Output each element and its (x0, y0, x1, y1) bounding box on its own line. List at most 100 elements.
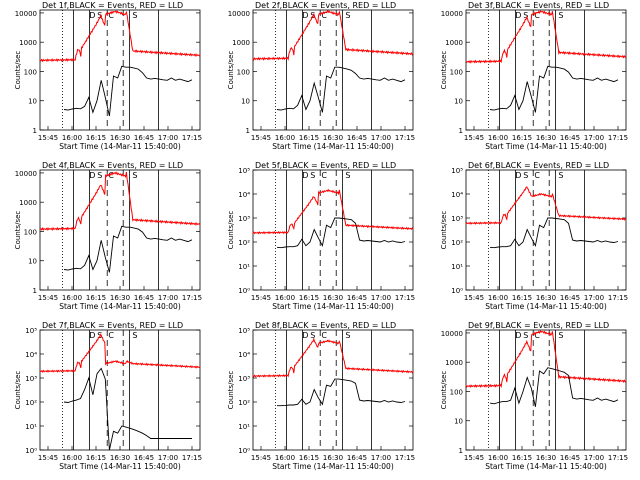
y-tick-label: 10⁰ (238, 287, 250, 295)
plot-frame (39, 329, 201, 451)
x-tick-label: 15:45 (38, 294, 58, 302)
marker-label: S (345, 171, 350, 180)
marker-label: S (558, 171, 563, 180)
y-tick-label: 10² (238, 239, 250, 247)
y-tick-label: 10000 (441, 330, 463, 338)
plot-frame (252, 329, 414, 451)
plot-frame (252, 9, 414, 131)
y-tick-label: 10 (454, 418, 463, 426)
y-tick-label: 1 (246, 127, 250, 135)
x-tick-label: 16:45 (560, 454, 580, 462)
y-tick-label: 10⁰ (238, 447, 250, 455)
marker-label: C (321, 171, 327, 180)
marker-label: S (132, 11, 137, 20)
y-tick-label: 10³ (238, 215, 250, 223)
panel-title: Det 9f,BLACK = Events, RED = LLD (468, 321, 609, 330)
y-axis-label: Counts/sec (227, 211, 235, 250)
marker-label: C (534, 11, 540, 20)
y-tick-label: 10000 (15, 10, 37, 18)
x-tick-label: 15:45 (251, 294, 271, 302)
x-tick-label: 16:30 (536, 454, 556, 462)
x-tick-label: 17:15 (395, 134, 415, 142)
marker-label: D (89, 11, 95, 20)
marker-label: S (558, 331, 563, 340)
plot-frame (252, 169, 414, 291)
y-axis-label: Counts/sec (440, 211, 448, 250)
lld-series (39, 9, 201, 63)
marker-label: S (97, 171, 102, 180)
y-tick-label: 10⁵ (25, 327, 37, 335)
y-tick-label: 10⁰ (25, 447, 37, 455)
marker-label: C (534, 171, 540, 180)
x-tick-label: 16:15 (512, 294, 532, 302)
events-series (63, 65, 193, 117)
marker-label: S (523, 331, 528, 340)
events-series (489, 217, 619, 249)
x-tick-label: 15:45 (464, 454, 484, 462)
y-tick-label: 10 (28, 98, 37, 106)
y-tick-label: 100 (24, 68, 37, 76)
marker-label: S (132, 331, 137, 340)
events-series (276, 66, 406, 113)
x-tick-label: 15:45 (464, 294, 484, 302)
y-tick-label: 1 (459, 127, 463, 135)
x-tick-label: 17:00 (158, 134, 178, 142)
x-tick-label: 16:30 (323, 454, 343, 462)
plot-frame (465, 169, 627, 291)
x-tick-label: 16:30 (323, 134, 343, 142)
x-tick-label: 16:15 (86, 454, 106, 462)
marker-label: S (132, 171, 137, 180)
y-tick-label: 10⁴ (451, 191, 463, 199)
x-axis-label: Start Time (14-Mar-11 15:40:00) (485, 302, 607, 311)
x-tick-label: 17:00 (371, 294, 391, 302)
marker-label: D (302, 331, 308, 340)
lld-series (465, 10, 627, 64)
x-tick-label: 17:00 (371, 134, 391, 142)
x-tick-label: 17:00 (584, 454, 604, 462)
x-tick-label: 16:15 (299, 134, 319, 142)
y-tick-label: 1000 (445, 359, 463, 367)
y-tick-label: 1 (459, 447, 463, 455)
marker-label: S (310, 331, 315, 340)
x-tick-label: 16:00 (62, 454, 82, 462)
x-tick-label: 16:45 (347, 454, 367, 462)
y-axis-label: Counts/sec (440, 51, 448, 90)
panel-title: Det 1f,BLACK = Events, RED = LLD (42, 1, 183, 10)
y-tick-label: 100 (237, 68, 250, 76)
y-tick-label: 1000 (232, 39, 250, 47)
marker-label: D (89, 331, 95, 340)
x-tick-label: 16:00 (275, 134, 295, 142)
x-tick-label: 16:45 (347, 294, 367, 302)
panel-title: Det 5f,BLACK = Events, RED = LLD (255, 161, 396, 170)
x-tick-label: 17:15 (608, 134, 628, 142)
x-tick-label: 16:15 (86, 294, 106, 302)
x-tick-label: 16:00 (275, 454, 295, 462)
panel-title: Det 7f,BLACK = Events, RED = LLD (42, 321, 183, 330)
x-tick-label: 16:30 (536, 294, 556, 302)
y-tick-label: 100 (450, 68, 463, 76)
y-tick-label: 10³ (238, 375, 250, 383)
x-axis-label: Start Time (14-Mar-11 15:40:00) (485, 462, 607, 471)
x-tick-label: 17:15 (182, 454, 202, 462)
y-tick-label: 1 (33, 127, 37, 135)
plot-frame (39, 169, 201, 291)
events-series (489, 367, 619, 407)
x-tick-label: 16:00 (488, 134, 508, 142)
y-tick-label: 1 (33, 287, 37, 295)
y-tick-label: 10⁴ (238, 351, 250, 359)
panel-title: Det 2f,BLACK = Events, RED = LLD (255, 1, 396, 10)
y-axis-label: Counts/sec (227, 51, 235, 90)
x-tick-label: 17:15 (182, 294, 202, 302)
x-axis-label: Start Time (14-Mar-11 15:40:00) (59, 142, 181, 151)
x-tick-label: 16:45 (134, 294, 154, 302)
y-tick-label: 10¹ (238, 263, 250, 271)
y-tick-label: 10³ (25, 375, 37, 383)
marker-label: S (310, 11, 315, 20)
y-axis-label: Counts/sec (14, 371, 22, 410)
